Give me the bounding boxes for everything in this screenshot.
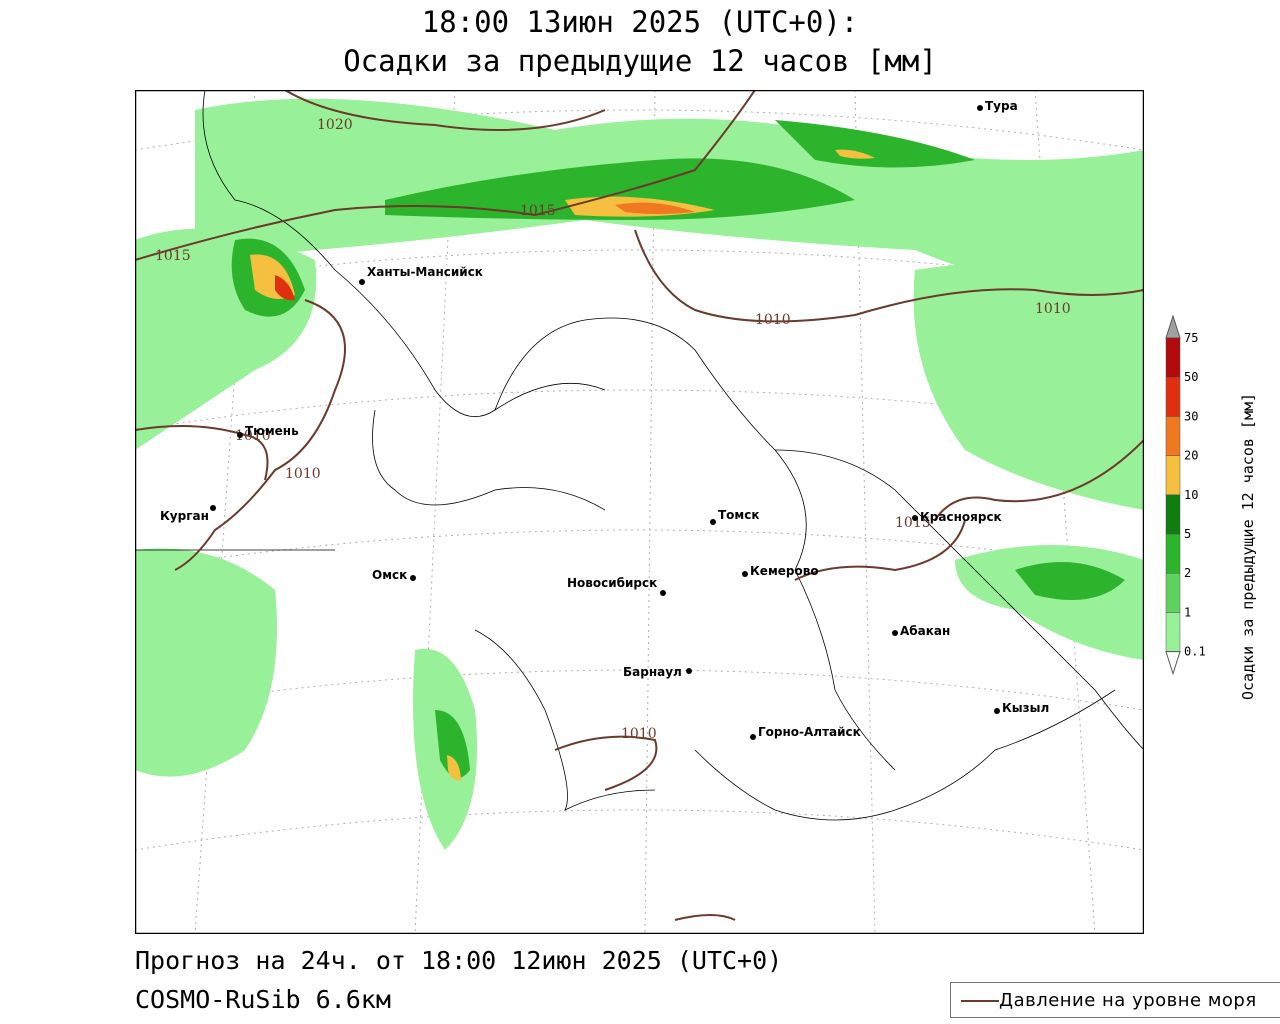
city-marker bbox=[410, 575, 416, 581]
city-label: Абакан bbox=[900, 624, 950, 638]
colorbar-tick-label: 75 bbox=[1184, 331, 1198, 345]
colorbar-swatch bbox=[1165, 376, 1181, 417]
cities: Тура Ханты-Мансийск Тюмень Курган Омск Т… bbox=[160, 99, 1049, 740]
city-marker bbox=[994, 708, 1000, 714]
city-label: Ханты-Мансийск bbox=[367, 265, 483, 279]
colorbar-bottom-triangle bbox=[1165, 651, 1181, 676]
city-label: Томск bbox=[718, 508, 760, 522]
city-label: Красноярск bbox=[920, 510, 1002, 524]
city-label: Кемерово bbox=[750, 564, 819, 578]
isobars bbox=[135, 90, 1144, 921]
pressure-line-swatch bbox=[961, 1000, 999, 1002]
colorbar-title: Осадки за предыдущие 12 часов [мм] bbox=[1239, 393, 1257, 700]
colorbar-swatch bbox=[1165, 416, 1181, 456]
precipitation-map: 1020 1015 1015 1010 1010 1010 1010 1015 … bbox=[135, 90, 1144, 934]
city-marker bbox=[660, 590, 666, 596]
city-marker bbox=[359, 279, 365, 285]
colorbar-swatch bbox=[1165, 455, 1181, 496]
city-marker bbox=[742, 571, 748, 577]
forecast-info: Прогноз на 24ч. от 18:00 12июн 2025 (UTC… bbox=[135, 946, 783, 975]
city-label: Новосибирск bbox=[567, 576, 657, 590]
precipitation-areas bbox=[135, 98, 1144, 850]
isobar-label: 1020 bbox=[317, 117, 353, 133]
city-marker bbox=[912, 515, 918, 521]
city-label: Кызыл bbox=[1002, 701, 1049, 715]
isobar-label: 1010 bbox=[235, 428, 271, 444]
colorbar-swatch bbox=[1165, 337, 1181, 378]
isobar-label: 1010 bbox=[1035, 301, 1071, 317]
isobar-label: 1010 bbox=[621, 726, 657, 742]
city-marker bbox=[686, 668, 692, 674]
colorbar-tick-label: 20 bbox=[1184, 449, 1198, 463]
city-label: Горно-Алтайск bbox=[758, 725, 861, 739]
colorbar-swatches bbox=[1165, 314, 1181, 676]
colorbar-tick-label: 0.1 bbox=[1184, 645, 1206, 659]
colorbar-labels: 0.1 1 2 5 10 20 30 50 75 bbox=[1184, 331, 1206, 659]
city-marker bbox=[237, 432, 243, 438]
administrative-borders bbox=[135, 90, 1144, 821]
map-frame bbox=[135, 90, 1144, 934]
city-label: Курган bbox=[160, 509, 209, 523]
colorbar-tick-label: 1 bbox=[1184, 605, 1191, 619]
colorbar-tick-label: 5 bbox=[1184, 527, 1191, 541]
model-name: COSMO-RuSib 6.6км bbox=[135, 985, 391, 1014]
colorbar-top-triangle bbox=[1165, 314, 1181, 339]
colorbar-tick-label: 50 bbox=[1184, 370, 1198, 384]
isobar-label: 1015 bbox=[520, 203, 556, 219]
colorbar-swatch bbox=[1165, 494, 1181, 535]
colorbar-tick-label: 2 bbox=[1184, 566, 1191, 580]
graticule bbox=[135, 90, 1144, 934]
city-label: Омск bbox=[372, 568, 407, 582]
isobar-label: 1010 bbox=[285, 466, 321, 482]
isobar-labels: 1020 1015 1015 1010 1010 1010 1010 1015 … bbox=[155, 117, 1071, 742]
isobar-label: 1015 bbox=[155, 248, 191, 264]
colorbar-swatch bbox=[1165, 612, 1181, 652]
city-label: Барнаул bbox=[623, 665, 682, 679]
isobar-label: 1010 bbox=[755, 312, 791, 328]
city-marker bbox=[750, 734, 756, 740]
colorbar-swatch bbox=[1165, 533, 1181, 574]
pressure-legend: Давление на уровне моря bbox=[950, 982, 1280, 1018]
city-marker bbox=[210, 505, 216, 511]
pressure-legend-label: Давление на уровне моря bbox=[999, 990, 1257, 1011]
city-marker bbox=[892, 630, 898, 636]
city-marker bbox=[977, 105, 983, 111]
colorbar-tick-label: 30 bbox=[1184, 409, 1198, 423]
colorbar-tick-label: 10 bbox=[1184, 488, 1198, 502]
map-title-variable: Осадки за предыдущие 12 часов [мм] bbox=[343, 44, 937, 78]
precipitation-colorbar: 0.1 1 2 5 10 20 30 50 75 bbox=[1165, 314, 1206, 676]
colorbar-swatch bbox=[1165, 572, 1181, 613]
city-label: Тура bbox=[985, 99, 1018, 113]
isobar-label: 1015 bbox=[895, 515, 931, 531]
map-title-time: 18:00 13июн 2025 (UTC+0): bbox=[421, 5, 859, 39]
colorbar-title-text: Осадки за предыдущие 12 часов [мм] bbox=[1239, 393, 1257, 700]
city-marker bbox=[710, 519, 716, 525]
city-label: Тюмень bbox=[245, 424, 299, 438]
